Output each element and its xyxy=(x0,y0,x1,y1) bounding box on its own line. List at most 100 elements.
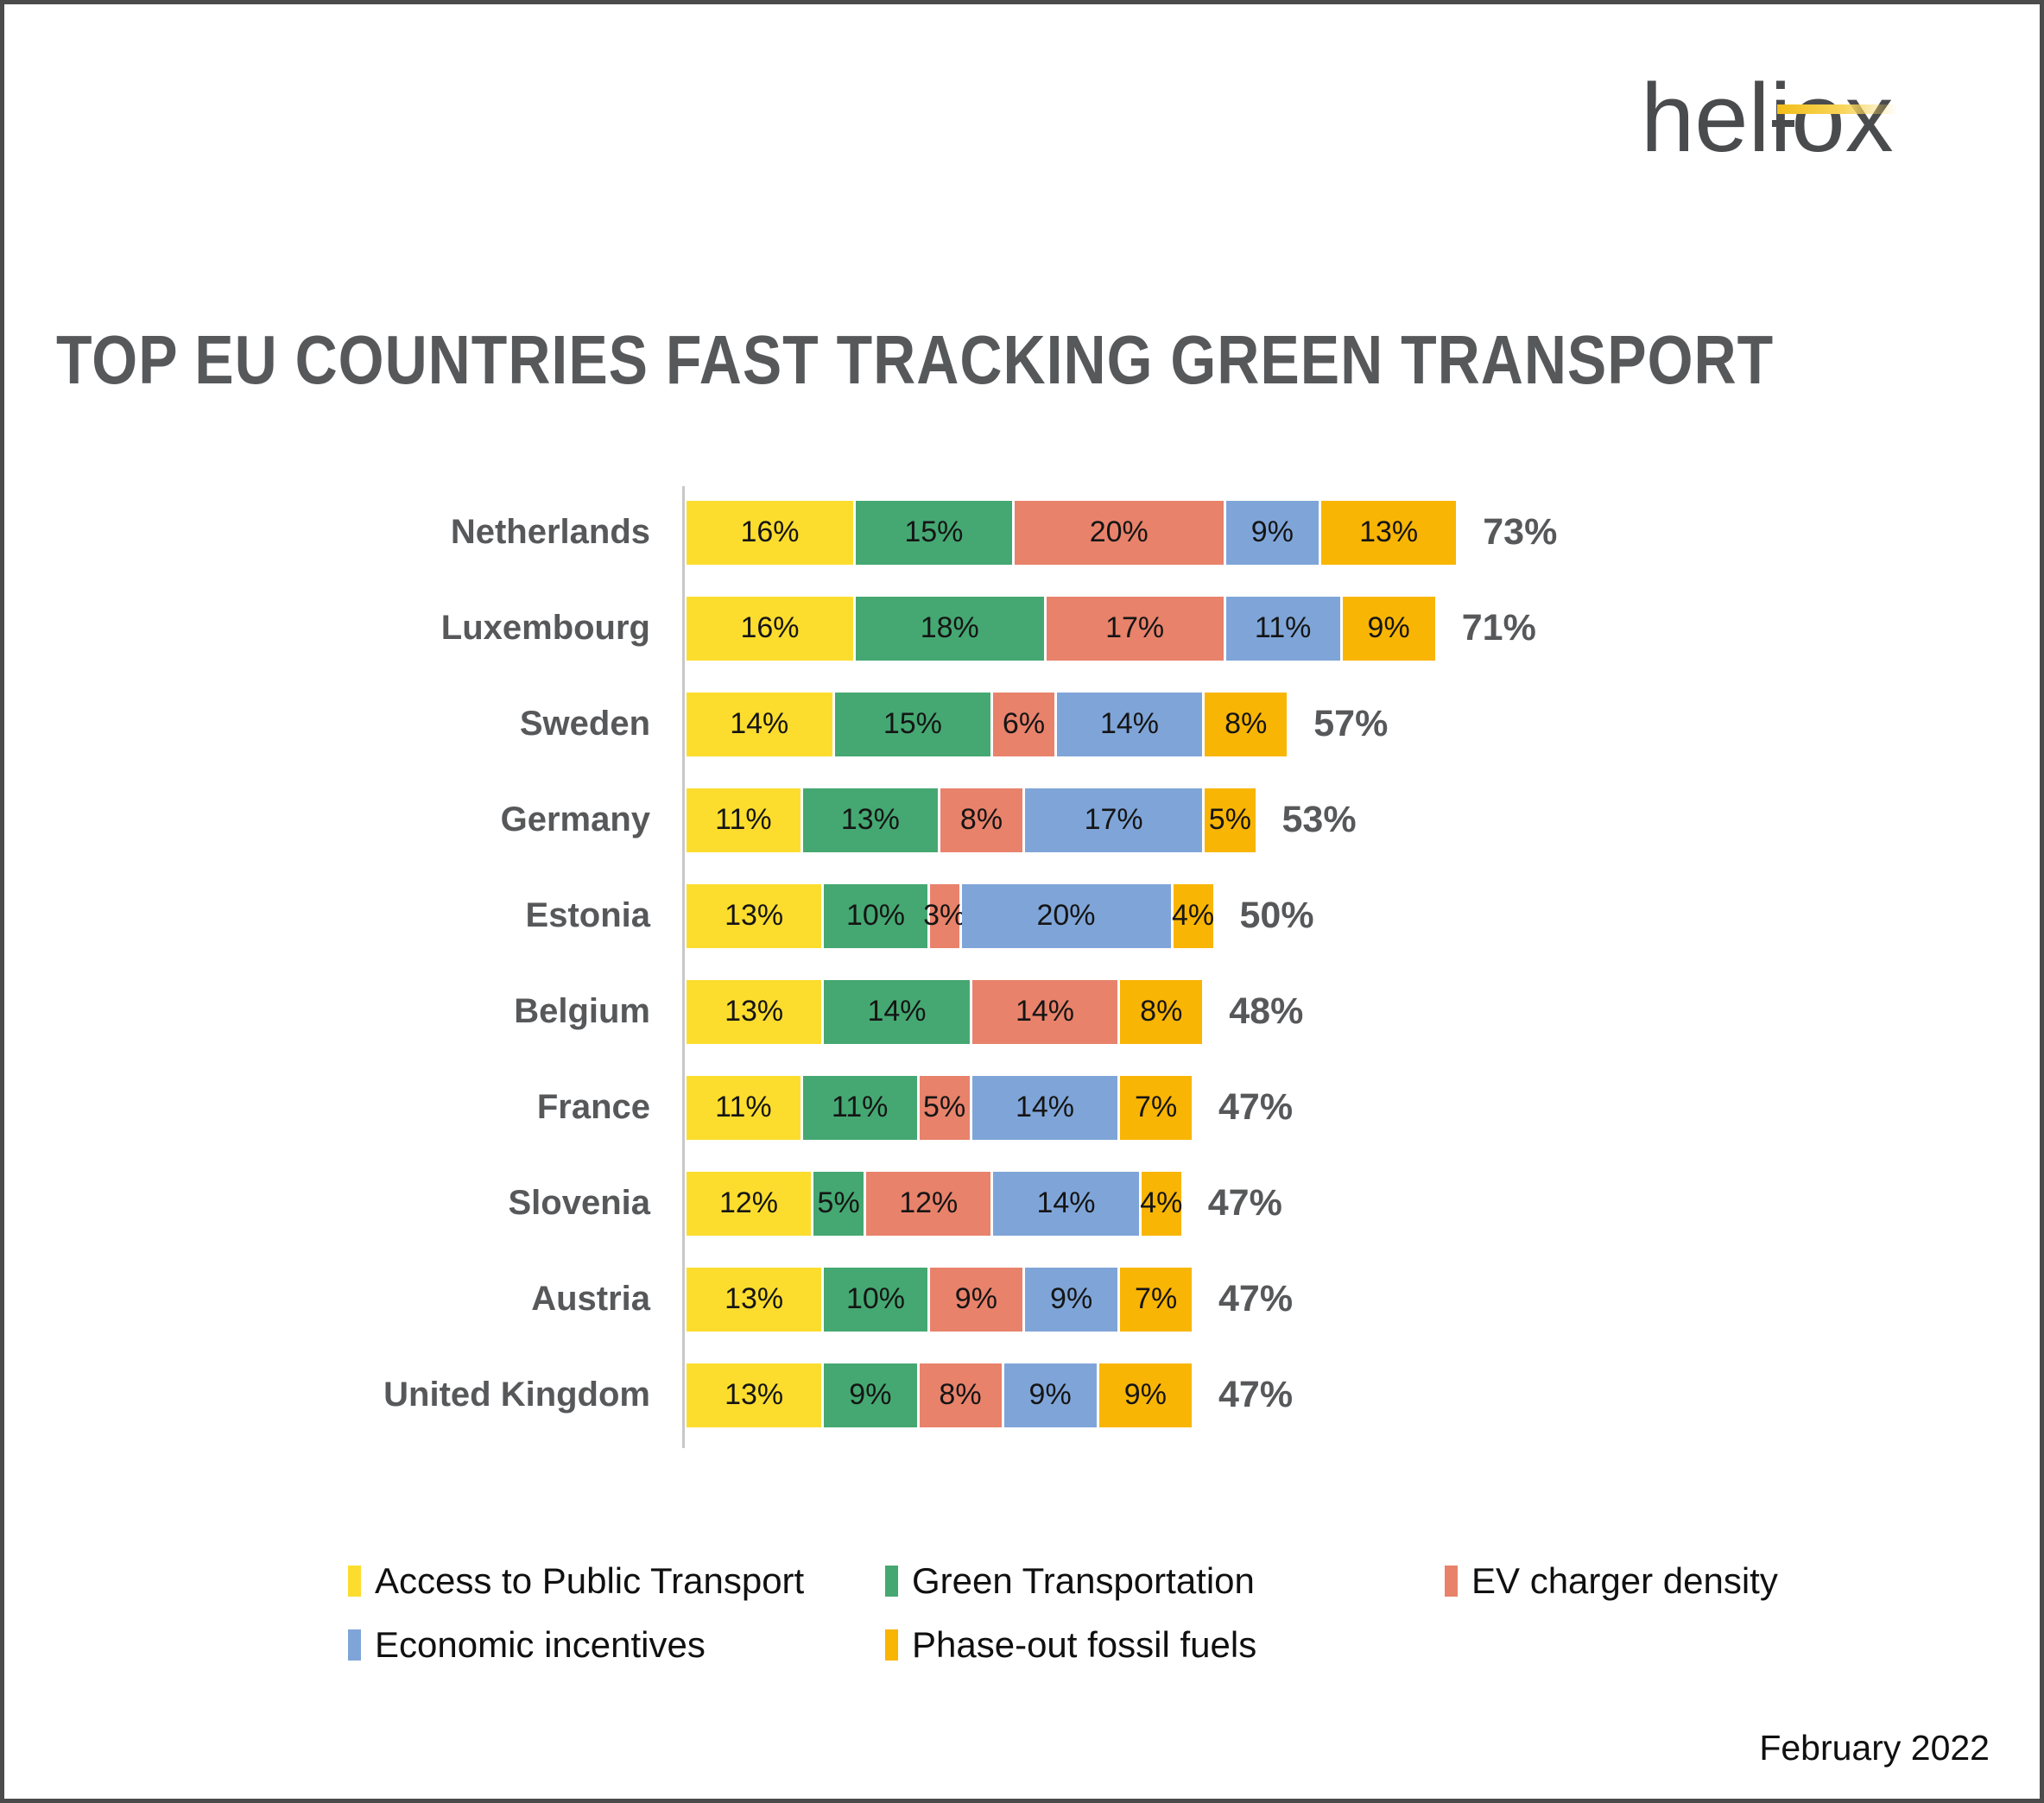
bar-segment-phase-out-fossil-fuels: 8% xyxy=(1205,692,1288,756)
stacked-bar: 13% 10% 9% 9% 7% xyxy=(687,1267,1194,1332)
bar-segment-ev-charger-density: 6% xyxy=(993,692,1054,756)
chart-row: Estonia 13% 10% 3% 20% 4% 50% xyxy=(4,868,2040,964)
chart-row: Luxembourg 16% 18% 17% 11% 9% 71% xyxy=(4,580,2040,676)
bar-segment-green-transportation: 14% xyxy=(824,979,970,1044)
bar-segment-public-transport: 14% xyxy=(687,692,832,756)
category-label: Netherlands xyxy=(450,513,650,551)
bar-segment-public-transport: 13% xyxy=(687,1267,822,1332)
stacked-bar: 13% 9% 8% 9% 9% xyxy=(687,1363,1194,1427)
total-label: 47% xyxy=(1207,1182,1282,1224)
bar-segment-phase-out-fossil-fuels: 9% xyxy=(1098,1363,1192,1427)
legend-item: Economic incentives xyxy=(348,1624,885,1666)
category-label: Sweden xyxy=(519,705,650,743)
bar-segment-green-transportation: 15% xyxy=(856,500,1012,565)
total-label: 71% xyxy=(1461,607,1536,648)
logo-i-mark xyxy=(1772,120,1794,127)
total-label: 47% xyxy=(1218,1086,1294,1128)
date-label: February 2022 xyxy=(1759,1728,1990,1768)
bar-segment-ev-charger-density: 3% xyxy=(923,883,965,948)
category-label: Slovenia xyxy=(508,1184,650,1222)
bar-segment-phase-out-fossil-fuels: 13% xyxy=(1321,500,1457,565)
bar-segment-economic-incentives: 9% xyxy=(1003,1363,1097,1427)
stacked-bar: 13% 10% 3% 20% 4% xyxy=(687,883,1216,948)
bar-segment-green-transportation: 15% xyxy=(834,692,991,756)
bar-segment-public-transport: 12% xyxy=(687,1171,811,1236)
bar-segment-economic-incentives: 11% xyxy=(1225,596,1340,661)
bar-segment-phase-out-fossil-fuels: 7% xyxy=(1120,1075,1192,1140)
bar-segment-phase-out-fossil-fuels: 8% xyxy=(1120,979,1203,1044)
legend-item: EV charger density xyxy=(1445,1560,1778,1602)
legend-swatch xyxy=(885,1629,898,1661)
total-label: 50% xyxy=(1239,895,1314,936)
chart-row: United Kingdom 13% 9% 8% 9% 9% 47% xyxy=(4,1347,2040,1443)
chart-row: Belgium 13% 14% 14% 8% 48% xyxy=(4,964,2040,1060)
bar-segment-public-transport: 13% xyxy=(687,1363,822,1427)
chart-row: Germany 11% 13% 8% 17% 5% 53% xyxy=(4,772,2040,868)
bar-segment-ev-charger-density: 17% xyxy=(1046,596,1224,661)
bar-segment-public-transport: 11% xyxy=(687,1075,801,1140)
legend-label: Green Transportation xyxy=(912,1560,1255,1601)
total-label: 53% xyxy=(1281,799,1357,840)
bar-segment-green-transportation: 10% xyxy=(824,1267,927,1332)
logo-accent-bar xyxy=(1777,104,1898,114)
bar-segment-ev-charger-density: 12% xyxy=(866,1171,991,1236)
total-label: 47% xyxy=(1218,1374,1294,1415)
chart-rows: Netherlands 16% 15% 20% 9% 13% 73% Luxembourg 16… xyxy=(4,484,2040,1443)
category-label: Germany xyxy=(500,800,650,838)
bar-segment-green-transportation: 10% xyxy=(824,883,927,948)
legend-label: Economic incentives xyxy=(375,1624,706,1665)
bar-segment-economic-incentives: 14% xyxy=(1056,692,1203,756)
bar-segment-phase-out-fossil-fuels: 7% xyxy=(1120,1267,1192,1332)
legend-item: Phase-out fossil fuels xyxy=(885,1624,1445,1666)
bar-segment-economic-incentives: 14% xyxy=(971,1075,1118,1140)
stacked-bar: 11% 13% 8% 17% 5% xyxy=(687,788,1258,852)
category-label: United Kingdom xyxy=(383,1376,650,1414)
bar-segment-economic-incentives: 9% xyxy=(1025,1267,1118,1332)
bar-segment-green-transportation: 13% xyxy=(802,788,938,852)
bar-segment-phase-out-fossil-fuels: 5% xyxy=(1205,788,1256,852)
stacked-bar: 14% 15% 6% 14% 8% xyxy=(687,692,1289,756)
category-label: Belgium xyxy=(514,992,650,1030)
bar-segment-public-transport: 16% xyxy=(687,596,853,661)
axis-line xyxy=(682,486,685,1448)
bar-segment-public-transport: 13% xyxy=(687,979,822,1044)
total-label: 57% xyxy=(1313,703,1389,744)
bar-segment-public-transport: 16% xyxy=(687,500,853,565)
category-label: France xyxy=(536,1088,650,1126)
chart-row: Sweden 14% 15% 6% 14% 8% 57% xyxy=(4,676,2040,772)
chart-row: Austria 13% 10% 9% 9% 7% 47% xyxy=(4,1251,2040,1347)
bar-segment-ev-charger-density: 9% xyxy=(929,1267,1022,1332)
category-label: Luxembourg xyxy=(440,609,650,647)
bar-segment-economic-incentives: 17% xyxy=(1025,788,1203,852)
stacked-bar-chart: Netherlands 16% 15% 20% 9% 13% 73% Luxembourg 16… xyxy=(4,484,2040,1448)
stacked-bar: 12% 5% 12% 14% 4% xyxy=(687,1171,1184,1236)
bar-segment-green-transportation: 18% xyxy=(856,596,1044,661)
legend-label: EV charger density xyxy=(1471,1560,1778,1601)
total-label: 47% xyxy=(1218,1278,1294,1319)
legend-item: Green Transportation xyxy=(885,1560,1445,1602)
bar-segment-green-transportation: 5% xyxy=(813,1171,864,1236)
chart-row: Netherlands 16% 15% 20% 9% 13% 73% xyxy=(4,484,2040,580)
bar-segment-phase-out-fossil-fuels: 4% xyxy=(1172,883,1214,948)
bar-segment-ev-charger-density: 14% xyxy=(971,979,1118,1044)
bar-segment-public-transport: 13% xyxy=(687,883,822,948)
bar-segment-public-transport: 11% xyxy=(687,788,801,852)
bar-segment-ev-charger-density: 8% xyxy=(940,788,1022,852)
category-label: Estonia xyxy=(525,896,650,934)
heliox-logo-text: heliox xyxy=(1641,64,1894,172)
stacked-bar: 11% 11% 5% 14% 7% xyxy=(687,1075,1194,1140)
bar-segment-economic-incentives: 9% xyxy=(1225,500,1319,565)
bar-segment-ev-charger-density: 20% xyxy=(1014,500,1224,565)
legend-label: Phase-out fossil fuels xyxy=(912,1624,1257,1665)
chart-row: France 11% 11% 5% 14% 7% 47% xyxy=(4,1060,2040,1155)
bar-segment-phase-out-fossil-fuels: 4% xyxy=(1140,1171,1182,1236)
legend-item: Access to Public Transport xyxy=(348,1560,885,1602)
bar-segment-phase-out-fossil-fuels: 9% xyxy=(1342,596,1435,661)
legend-label: Access to Public Transport xyxy=(375,1560,805,1601)
total-label: 48% xyxy=(1229,990,1304,1032)
legend-swatch xyxy=(885,1566,898,1597)
legend-swatch xyxy=(348,1629,361,1661)
legend: Access to Public Transport Green Transpor… xyxy=(348,1560,1778,1666)
bar-segment-green-transportation: 9% xyxy=(824,1363,917,1427)
